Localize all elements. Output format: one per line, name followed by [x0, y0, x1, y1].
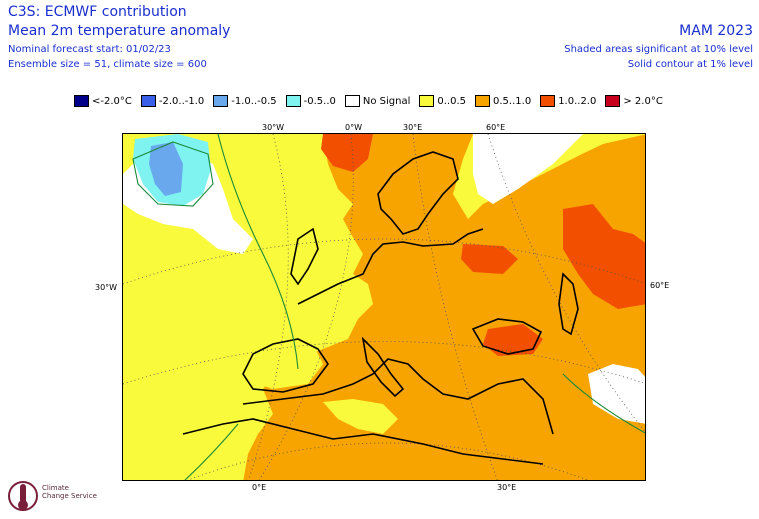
logo-line-2: Change Service — [42, 492, 97, 500]
legend-item: 0..0.5 — [419, 95, 466, 107]
anomaly-region-red-blacksea — [483, 324, 543, 356]
legend-item: No Signal — [344, 95, 411, 107]
graticule-label-top-1: 0°W — [345, 123, 362, 132]
legend-label: 0.5..1.0 — [493, 95, 532, 107]
season-label: MAM 2023 — [679, 23, 753, 39]
legend-swatch — [74, 95, 89, 107]
legend-swatch — [540, 95, 556, 107]
graticule-label-left: 30°W — [95, 283, 118, 292]
legend-swatch — [285, 95, 301, 107]
legend-label: No Signal — [362, 95, 411, 107]
legend-swatch — [213, 95, 229, 107]
legend-label: -1.0..-0.5 — [231, 95, 277, 107]
legend-label: -0.5..0 — [303, 95, 336, 107]
legend-label: <-2.0°C — [92, 95, 132, 107]
graticule-label-right: 60°E — [650, 281, 670, 290]
graticule-label-bottom-1: 30°E — [497, 483, 517, 492]
coastline-british-isles — [290, 227, 319, 286]
coastlines — [182, 151, 579, 465]
coastline-scandinavia — [377, 151, 459, 235]
legend-swatch — [140, 95, 156, 107]
contour-line — [217, 134, 299, 370]
meridian-line — [258, 134, 354, 480]
graticule-label-top-0: 30°W — [262, 123, 285, 132]
chart-subtitle: Mean 2m temperature anomaly — [8, 23, 231, 39]
anomaly-map — [122, 133, 646, 481]
significance-contour-text: Solid contour at 1% level — [627, 59, 753, 70]
significance-contours — [132, 134, 645, 480]
coastline-caspian — [558, 272, 579, 336]
anomaly-region-red-east — [563, 204, 645, 309]
climate-thermometer-icon — [8, 481, 38, 511]
coastline-black-sea — [471, 318, 543, 355]
anomaly-region-yellow-spain — [243, 339, 323, 389]
coastline-iberia — [242, 338, 329, 393]
contour-line — [184, 423, 239, 480]
color-legend: <-2.0°C -2.0..-1.0 -1.0..-0.5 -0.5..0 No Sig… — [74, 93, 672, 109]
coastline-mediterranean — [242, 358, 554, 435]
legend-item: -0.5..0 — [285, 95, 336, 107]
legend-item: > 2.0°C — [605, 95, 663, 107]
legend-item: 1.0..2.0 — [540, 95, 596, 107]
anomaly-region-yellow-med — [323, 399, 398, 434]
legend-swatch — [475, 95, 491, 107]
map-svg — [123, 134, 645, 480]
legend-item: 0.5..1.0 — [475, 95, 531, 107]
coastline-africa-north — [182, 418, 544, 465]
legend-swatch — [419, 95, 435, 107]
chart-title: C3S: ECMWF contribution — [8, 4, 187, 20]
legend-item: <-2.0°C — [74, 95, 132, 107]
anomaly-region-red-russia — [461, 244, 518, 274]
legend-item: -2.0..-1.0 — [140, 95, 205, 107]
meridian-line — [248, 134, 289, 480]
no-signal-region-ne — [473, 134, 583, 204]
logo-line-1: Climate — [42, 484, 69, 492]
anomaly-region-blue — [149, 142, 183, 196]
anomaly-region-orange — [243, 134, 645, 480]
legend-label: 0..0.5 — [437, 95, 467, 107]
legend-swatch — [605, 95, 621, 107]
legend-label: -2.0..-1.0 — [158, 95, 205, 107]
legend-item: -1.0..-0.5 — [213, 95, 277, 107]
legend-label: 1.0..2.0 — [558, 95, 597, 107]
graticule-label-bottom-0: 0°E — [252, 483, 267, 492]
c3s-logo: Climate Change Service — [6, 474, 116, 516]
legend-label: > 2.0°C — [623, 95, 663, 107]
contour-line — [132, 141, 214, 207]
ensemble-size-text: Ensemble size = 51, climate size = 600 — [8, 59, 207, 70]
forecast-start-text: Nominal forecast start: 01/02/23 — [8, 44, 171, 55]
graticule-label-top-2: 30°E — [403, 123, 423, 132]
coastline-europe-west — [297, 228, 484, 305]
coastline-italy — [361, 336, 405, 398]
legend-swatch — [344, 95, 360, 107]
significance-shaded-text: Shaded areas significant at 10% level — [564, 44, 753, 55]
graticule-label-top-3: 60°E — [486, 123, 506, 132]
anomaly-region-red-north — [321, 134, 373, 172]
contour-line — [562, 373, 645, 434]
